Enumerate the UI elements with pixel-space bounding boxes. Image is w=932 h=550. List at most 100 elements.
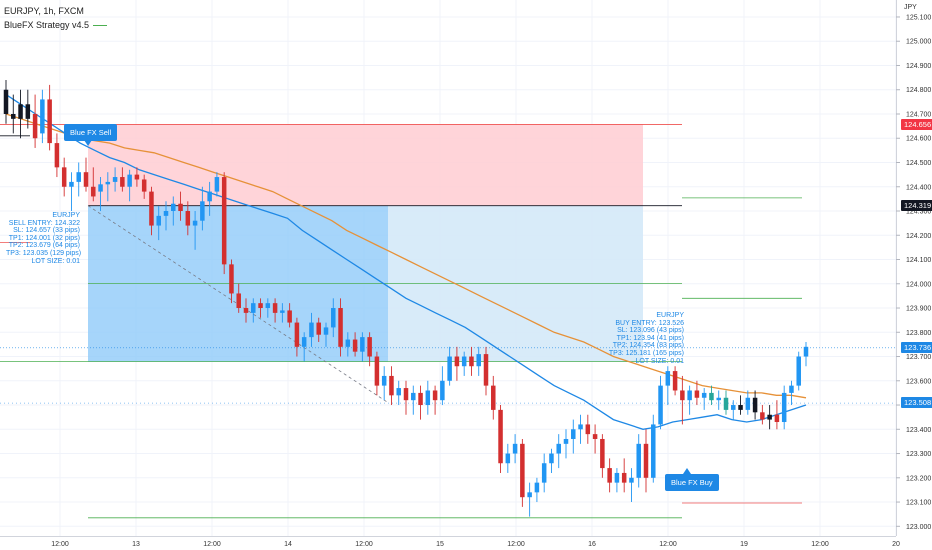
- candle-body: [432, 390, 438, 401]
- candle-body: [789, 385, 794, 393]
- slow-ma-line: [5, 113, 807, 399]
- x-tick-label: 15: [436, 541, 444, 548]
- candle-body: [498, 409, 503, 464]
- candle-body: [600, 438, 605, 469]
- candle-body: [163, 211, 169, 216]
- candle-body: [374, 356, 380, 386]
- sell-panel-line: SL: 124.657 (33 pips): [13, 227, 80, 235]
- candle-body: [243, 308, 249, 313]
- sell-signal-label: Blue FX Sell: [64, 124, 118, 141]
- candle-body: [549, 453, 554, 464]
- candle-body: [345, 339, 351, 347]
- buy-signal-label: Blue FX Buy: [665, 474, 719, 491]
- trade-zones: [88, 124, 643, 362]
- candle-body: [258, 303, 263, 309]
- candle-body: [3, 89, 9, 114]
- candle-body: [411, 392, 416, 401]
- candle-body: [360, 337, 365, 352]
- candle-body: [687, 390, 692, 401]
- candle-body: [272, 303, 278, 313]
- stop-loss-zone: [88, 124, 643, 206]
- x-tick-label: 20: [892, 541, 900, 548]
- candles: [3, 80, 809, 517]
- candle-body: [680, 390, 685, 401]
- x-tick-label: 12:00: [811, 541, 829, 548]
- buy-trade-info: EURJPY BUY ENTRY: 123.526 SL: 123.096 (43 …: [600, 312, 684, 365]
- candle-body: [731, 405, 736, 410]
- candle-body: [18, 104, 23, 119]
- candle-body: [112, 177, 118, 182]
- x-tick-label: 14: [284, 541, 292, 548]
- candle-body: [25, 104, 31, 119]
- candle-body: [403, 388, 409, 401]
- candle-body: [578, 424, 583, 430]
- y-tick-label: 123.200: [906, 475, 931, 482]
- indicator-title[interactable]: BlueFX Strategy v4.5: [4, 18, 108, 32]
- y-tick-label: 123.600: [906, 378, 931, 385]
- candle-body: [389, 375, 394, 396]
- x-tick-label: 12:00: [355, 541, 373, 548]
- candle-body: [454, 356, 460, 367]
- candle-body: [149, 191, 154, 226]
- candle-body: [512, 443, 518, 454]
- y-tick-label: 124.700: [906, 111, 931, 118]
- y-tick-label: 124.400: [906, 184, 931, 191]
- candle-body: [672, 371, 678, 391]
- y-tick-label: 123.700: [906, 354, 931, 361]
- candle-body: [469, 356, 474, 367]
- y-tick-label: 124.300: [906, 209, 931, 216]
- sell-panel-line: TP2: 123.679 (64 pips): [8, 242, 80, 250]
- y-tick-label: 124.100: [906, 257, 931, 264]
- candle-body: [141, 179, 147, 192]
- sell-panel-line: TP3: 123.035 (129 pips): [6, 249, 82, 257]
- y-tick-label: 124.500: [906, 160, 931, 167]
- candle-body: [294, 322, 300, 347]
- buy-panel-line: EURJPY: [656, 312, 684, 319]
- x-tick-label: 19: [740, 541, 748, 548]
- candle-body: [171, 203, 176, 212]
- candle-body: [207, 191, 212, 202]
- buy-signal-pointer: [683, 468, 691, 474]
- x-tick-label: 12:00: [507, 541, 525, 548]
- candle-body: [629, 477, 634, 483]
- candle-body: [491, 385, 496, 410]
- y-tick-label: 123.300: [906, 451, 931, 458]
- candle-body: [280, 310, 285, 313]
- candle-body: [352, 339, 358, 352]
- candle-body: [301, 337, 307, 347]
- candle-body: [127, 174, 132, 187]
- sell-panel-line: SELL ENTRY: 124.322: [8, 219, 80, 227]
- candle-body: [338, 308, 343, 347]
- candle-body: [32, 113, 38, 139]
- candle-body: [381, 375, 387, 386]
- candle-body: [483, 354, 489, 386]
- y-tick-label: 124.200: [906, 233, 931, 240]
- candle-body: [221, 177, 227, 265]
- y-tick-label: 125.100: [906, 14, 931, 21]
- candle-body: [323, 327, 329, 335]
- candle-body: [592, 434, 598, 439]
- price-tag: 124.319: [901, 200, 932, 212]
- candle-body: [11, 113, 16, 119]
- x-tick-label: 12:00: [659, 541, 677, 548]
- candle-body: [723, 397, 729, 410]
- candle-body: [534, 482, 540, 493]
- signal-markers: [84, 140, 691, 474]
- candle-body: [120, 177, 125, 187]
- price-tag: 124.656: [901, 118, 932, 130]
- candle-body: [156, 215, 161, 226]
- y-tick-label: 125.000: [906, 39, 931, 46]
- y-tick-label: 123.000: [906, 524, 931, 531]
- sell-trade-info: EURJPY SELL ENTRY: 124.322 SL: 124.657 (33…: [6, 212, 82, 265]
- y-tick-label: 124.800: [906, 87, 931, 94]
- candle-body: [461, 356, 467, 367]
- candle-body: [425, 390, 431, 406]
- fast-ma-line: [5, 94, 807, 430]
- indicator-name: BlueFX Strategy v4.5: [4, 20, 90, 30]
- candle-body: [476, 354, 481, 367]
- candle-body: [694, 390, 700, 398]
- indicator-line-icon: [93, 25, 108, 27]
- symbol-title[interactable]: EURJPY, 1h, FXCM: [4, 6, 84, 16]
